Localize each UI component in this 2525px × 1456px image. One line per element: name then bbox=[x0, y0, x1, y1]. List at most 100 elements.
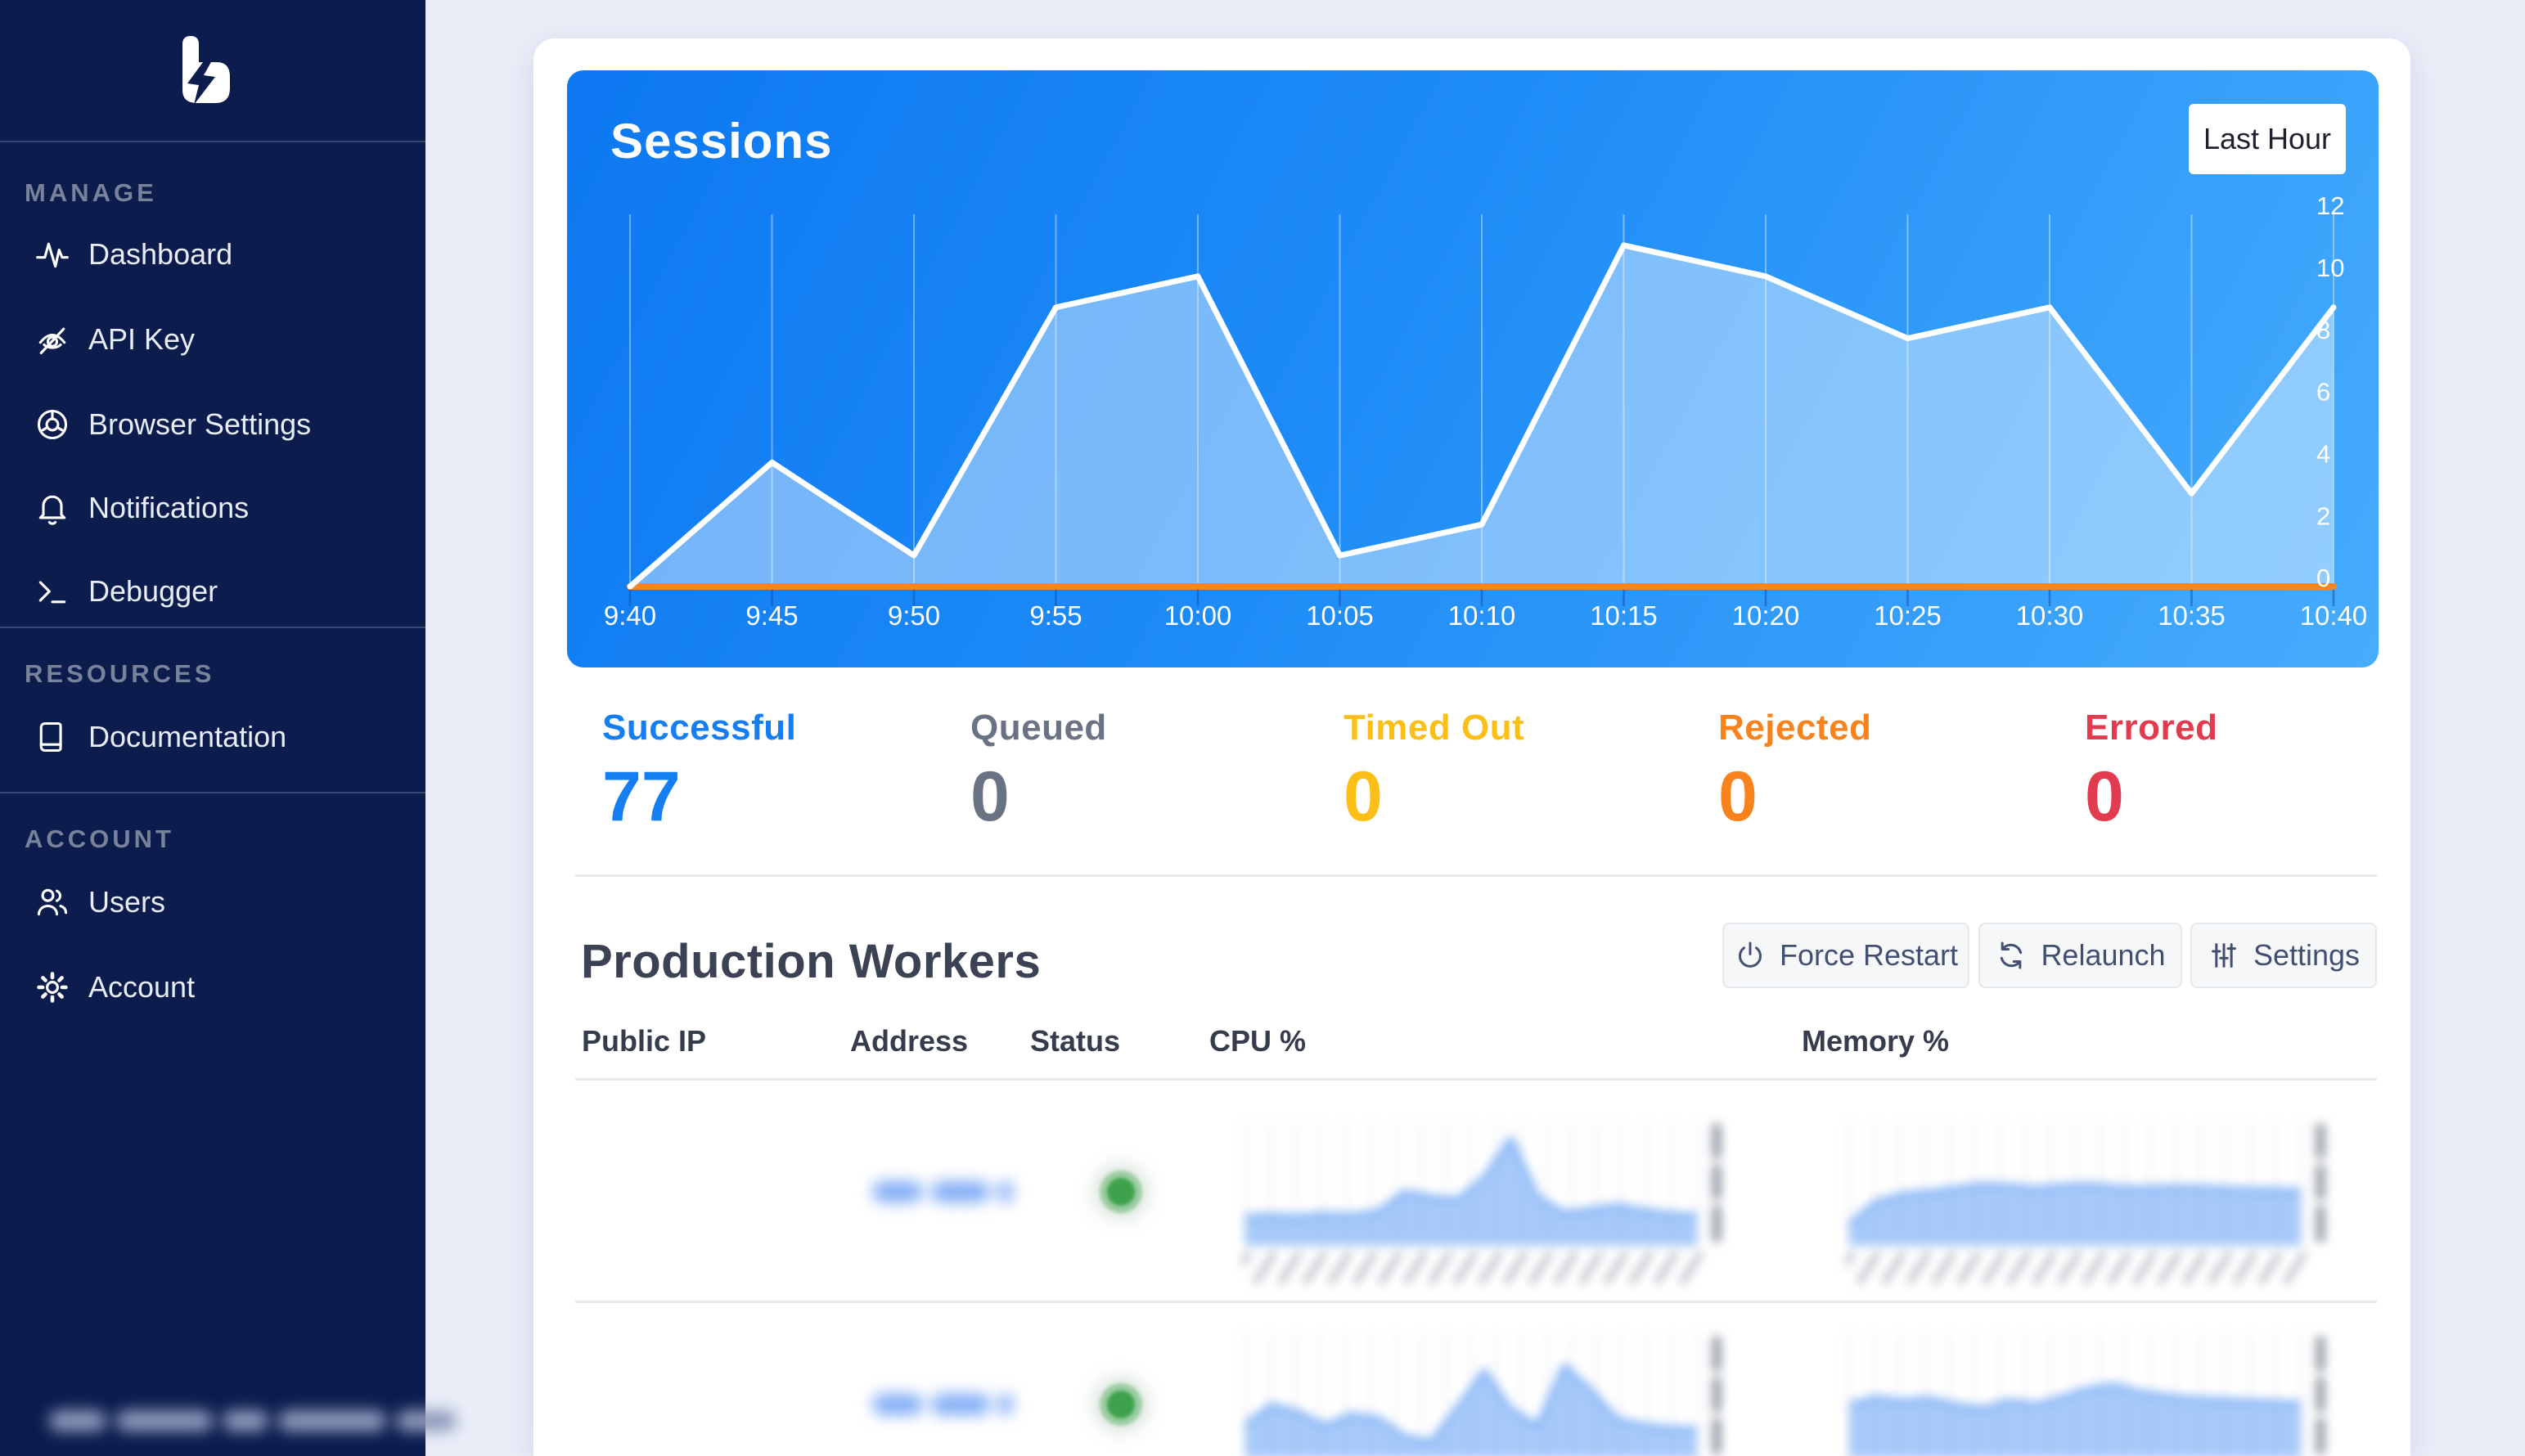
status-dot-online bbox=[1107, 1178, 1135, 1206]
sessions-chart: 9:40 9:45 9:50 9:55 10:00 10:05 10:10 10:15 10:2… bbox=[604, 191, 2367, 631]
sidebar-divider bbox=[0, 627, 425, 628]
svg-text:9:55: 9:55 bbox=[1029, 600, 1082, 631]
cpu-spark-chart bbox=[1242, 1329, 1733, 1456]
terminal-icon bbox=[38, 581, 66, 604]
stat-value: 0 bbox=[970, 757, 1010, 836]
stat-successful: Successful 77 bbox=[602, 708, 796, 838]
sidebar-item-browser-settings[interactable]: Browser Settings bbox=[0, 389, 425, 460]
section-divider bbox=[575, 874, 2377, 877]
sessions-line bbox=[627, 242, 2337, 590]
stat-value: 0 bbox=[1718, 757, 1758, 836]
stat-value: 77 bbox=[602, 757, 681, 836]
stat-label: Timed Out bbox=[1344, 708, 1525, 748]
vertical-gridlines bbox=[629, 214, 2334, 586]
svg-text:8: 8 bbox=[2316, 316, 2330, 344]
stat-value: 0 bbox=[2085, 757, 2124, 836]
book-icon bbox=[39, 721, 62, 753]
sessions-area-fill bbox=[630, 245, 2334, 586]
sidebar-item-label: Documentation bbox=[88, 720, 287, 753]
stat-queued: Queued 0 bbox=[970, 708, 1107, 838]
sidebar-divider bbox=[0, 792, 425, 793]
table-header-divider bbox=[575, 1078, 2377, 1081]
stat-value: 0 bbox=[1344, 757, 1383, 836]
sidebar-item-label: Users bbox=[88, 885, 166, 919]
x-axis-labels: 9:40 9:45 9:50 9:55 10:00 10:05 10:10 10:15 10:2… bbox=[604, 600, 2367, 631]
section-label-resources: RESOURCES bbox=[25, 659, 215, 688]
sidebar-item-documentation[interactable]: Documentation bbox=[0, 702, 425, 772]
svg-text:2: 2 bbox=[2316, 501, 2330, 530]
stat-timed-out: Timed Out 0 bbox=[1344, 708, 1524, 838]
main-content: 9:40 9:45 9:50 9:55 10:00 10:05 10:10 10:15 10:2… bbox=[533, 38, 2410, 1456]
sidebar-item-label: Account bbox=[88, 970, 196, 1004]
sidebar-item-dashboard[interactable]: Dashboard bbox=[0, 219, 425, 290]
stat-label: Errored bbox=[2085, 708, 2218, 748]
button-label: Force Restart bbox=[1779, 938, 1959, 972]
sidebar-item-account[interactable]: Account bbox=[0, 952, 425, 1022]
svg-text:10:15: 10:15 bbox=[1590, 600, 1658, 631]
svg-text:0: 0 bbox=[2316, 564, 2330, 592]
cpu-spark-chart bbox=[1242, 1117, 1733, 1288]
power-icon bbox=[1738, 941, 1762, 968]
section-label-account: ACCOUNT bbox=[25, 825, 174, 853]
time-range-button[interactable]: Last Hour bbox=[2189, 104, 2346, 174]
sidebar-item-label: Notifications bbox=[88, 491, 250, 524]
svg-text:6: 6 bbox=[2316, 378, 2330, 407]
stat-errored: Errored 0 bbox=[2085, 708, 2217, 838]
svg-text:10:40: 10:40 bbox=[2300, 600, 2368, 631]
sidebar-item-label: Browser Settings bbox=[88, 407, 312, 441]
sidebar-item-debugger[interactable]: Debugger bbox=[0, 556, 425, 627]
stat-rejected: Rejected 0 bbox=[1718, 708, 1871, 838]
users-icon bbox=[37, 888, 68, 916]
svg-text:10:35: 10:35 bbox=[2158, 600, 2226, 631]
svg-text:10:30: 10:30 bbox=[2016, 600, 2084, 631]
y-axis-labels: 0 2 4 6 8 10 12 bbox=[2316, 191, 2344, 592]
memory-spark-chart bbox=[1846, 1329, 2337, 1456]
gear-icon bbox=[37, 972, 68, 1003]
svg-text:10:20: 10:20 bbox=[1732, 600, 1800, 631]
sidebar-item-label: Dashboard bbox=[88, 237, 233, 271]
memory-spark-chart bbox=[1846, 1117, 2337, 1288]
sliders-icon bbox=[2212, 943, 2236, 968]
refresh-icon bbox=[2001, 941, 2023, 969]
eye-off-icon bbox=[38, 327, 66, 355]
svg-text:10:05: 10:05 bbox=[1306, 600, 1374, 631]
relaunch-button[interactable]: Relaunch bbox=[1978, 923, 2182, 988]
column-header-address: Address bbox=[850, 1024, 969, 1058]
chrome-icon bbox=[37, 409, 68, 440]
activity-icon bbox=[36, 242, 69, 268]
sidebar-item-api-key[interactable]: API Key bbox=[0, 304, 425, 375]
user-email-redacted bbox=[49, 1410, 457, 1431]
stat-label: Queued bbox=[970, 708, 1107, 748]
svg-text:10:25: 10:25 bbox=[1874, 600, 1942, 631]
force-restart-button[interactable]: Force Restart bbox=[1722, 923, 1969, 988]
section-label-manage: MANAGE bbox=[25, 178, 157, 207]
button-label: Settings bbox=[2253, 938, 2361, 972]
status-dot-online bbox=[1107, 1391, 1135, 1418]
x-axis-tick-marks bbox=[628, 590, 2335, 606]
sidebar-footer bbox=[0, 1386, 457, 1456]
stat-label: Rejected bbox=[1718, 708, 1872, 748]
worker-name-link-redacted[interactable] bbox=[872, 1394, 1013, 1415]
sidebar: MANAGE Dashboard API Key Browser Setting… bbox=[0, 0, 457, 1456]
worker-name-link-redacted[interactable] bbox=[872, 1181, 1013, 1202]
sidebar-item-users[interactable]: Users bbox=[0, 867, 425, 937]
column-header-public-ip: Public IP bbox=[582, 1024, 707, 1058]
column-header-cpu: CPU % bbox=[1209, 1024, 1307, 1058]
svg-text:12: 12 bbox=[2316, 191, 2344, 220]
svg-text:10:10: 10:10 bbox=[1448, 600, 1516, 631]
svg-text:9:40: 9:40 bbox=[604, 600, 656, 631]
svg-text:9:45: 9:45 bbox=[745, 600, 798, 631]
bolt-b-logo bbox=[182, 36, 230, 105]
column-header-memory: Memory % bbox=[1802, 1024, 1950, 1058]
row-divider bbox=[575, 1301, 2377, 1303]
sidebar-item-label: API Key bbox=[88, 322, 196, 356]
production-workers-title: Production Workers bbox=[581, 935, 1042, 988]
stat-label: Successful bbox=[602, 708, 797, 748]
button-label: Relaunch bbox=[2041, 938, 2166, 972]
svg-text:4: 4 bbox=[2316, 440, 2330, 469]
sidebar-item-notifications[interactable]: Notifications bbox=[0, 473, 425, 543]
settings-button[interactable]: Settings bbox=[2190, 923, 2377, 988]
sidebar-divider bbox=[0, 141, 425, 142]
svg-text:10: 10 bbox=[2316, 254, 2344, 282]
